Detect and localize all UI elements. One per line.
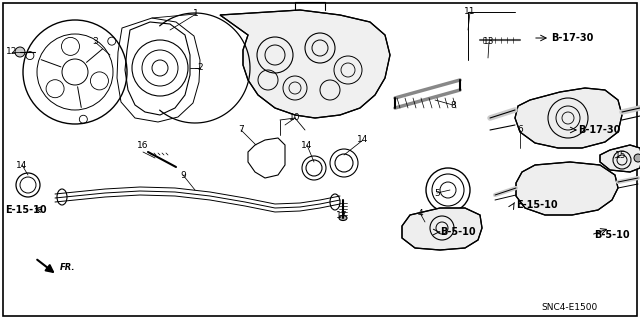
Ellipse shape bbox=[339, 216, 347, 220]
Text: 16: 16 bbox=[137, 140, 148, 150]
Text: 10: 10 bbox=[289, 114, 301, 122]
Polygon shape bbox=[515, 88, 622, 148]
Polygon shape bbox=[220, 10, 390, 118]
Text: 12: 12 bbox=[6, 48, 18, 56]
Text: 9: 9 bbox=[180, 170, 186, 180]
Text: B-17-30: B-17-30 bbox=[578, 125, 620, 135]
Polygon shape bbox=[600, 145, 640, 172]
Text: 14: 14 bbox=[16, 160, 28, 169]
Text: 3: 3 bbox=[92, 38, 98, 47]
Text: 14: 14 bbox=[357, 136, 369, 145]
Text: 6: 6 bbox=[517, 125, 523, 135]
Text: SNC4-E1500: SNC4-E1500 bbox=[542, 303, 598, 313]
Text: 8: 8 bbox=[450, 100, 456, 109]
Text: E-15-10: E-15-10 bbox=[5, 205, 47, 215]
Text: 13: 13 bbox=[483, 38, 495, 47]
Polygon shape bbox=[516, 162, 618, 215]
Circle shape bbox=[15, 47, 25, 57]
Text: FR.: FR. bbox=[60, 263, 76, 272]
Text: 14: 14 bbox=[301, 140, 313, 150]
Circle shape bbox=[634, 154, 640, 162]
Text: B-17-30: B-17-30 bbox=[551, 33, 593, 43]
Text: 15: 15 bbox=[615, 151, 627, 160]
Text: B-5-10: B-5-10 bbox=[440, 227, 476, 237]
Text: 2: 2 bbox=[197, 63, 203, 72]
Text: B-5-10: B-5-10 bbox=[594, 230, 630, 240]
Text: 17: 17 bbox=[336, 211, 348, 219]
Text: 7: 7 bbox=[238, 125, 244, 135]
Text: 4: 4 bbox=[417, 209, 423, 218]
Text: 1: 1 bbox=[193, 10, 199, 19]
Polygon shape bbox=[402, 208, 482, 250]
Text: E-15-10: E-15-10 bbox=[516, 200, 557, 210]
Text: 5: 5 bbox=[434, 189, 440, 197]
Text: 11: 11 bbox=[464, 8, 476, 17]
